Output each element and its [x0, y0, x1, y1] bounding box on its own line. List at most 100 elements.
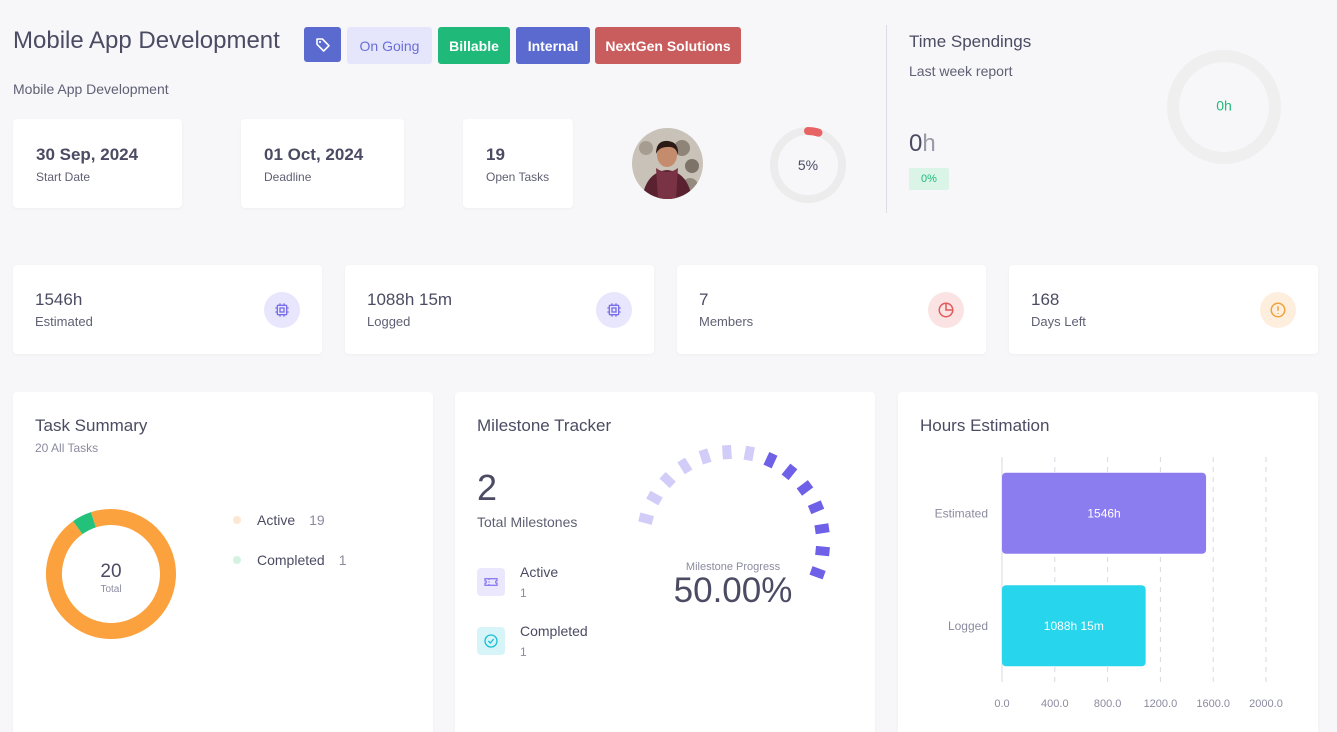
time-spendings-hours-unit: h: [922, 130, 936, 157]
legend-active-label: Active: [257, 512, 296, 528]
hours-chart: 1546h Estimated 1088h 15m Logged 0.0 400.0 80…: [935, 457, 1283, 710]
avatar[interactable]: [632, 128, 703, 199]
gauge-tick: [659, 472, 676, 489]
days-left-label: Days Left: [1031, 314, 1086, 329]
task-donut: 20 Total: [43, 506, 179, 642]
start-date-label: Start Date: [36, 170, 91, 184]
gauge-tick: [638, 512, 654, 525]
bar-logged[interactable]: [1002, 585, 1146, 667]
progress-arc: [770, 127, 846, 203]
donut-segment-completed[interactable]: [43, 506, 179, 642]
milestone-progress-value: 50.00%: [674, 571, 793, 610]
cpu-icon: [596, 292, 632, 328]
project-progress-ring: 5%: [770, 127, 846, 203]
deadline-label: Deadline: [264, 170, 312, 184]
category-label: Estimated: [935, 506, 988, 520]
alert-circle-icon: [1260, 292, 1296, 328]
time-spendings-title: Time Spendings: [909, 32, 1032, 51]
bar-value-label: 1546h: [1087, 506, 1120, 520]
open-tasks-card: 19 Open Tasks: [463, 119, 573, 208]
gauge-tick: [646, 490, 663, 506]
open-tasks-value: 19: [486, 145, 505, 164]
task-total-label: Total: [100, 584, 121, 595]
start-date-value: 30 Sep, 2024: [36, 145, 139, 164]
divider: [886, 25, 887, 213]
gauge-tick: [796, 480, 814, 496]
check-circle-icon: [477, 627, 505, 655]
internal-badge: Internal: [516, 27, 590, 64]
x-tick-label: 0.0: [994, 698, 1009, 710]
task-total-value: 20: [100, 561, 121, 582]
cpu-icon: [264, 292, 300, 328]
members-value: 7: [699, 290, 709, 309]
milestone-progress-label: Milestone Progress: [686, 561, 781, 573]
gauge-tick: [807, 500, 825, 515]
category-label: Logged: [948, 619, 988, 633]
time-spendings-percent-badge: 0%: [909, 168, 949, 190]
days-left-card: 168 Days Left: [1009, 265, 1318, 354]
estimated-label: Estimated: [35, 314, 93, 329]
gauge-tick: [815, 545, 830, 557]
legend-active: Active 19: [233, 512, 325, 528]
time-spendings-ring: 0h: [1167, 50, 1281, 164]
gauge-tick: [814, 523, 830, 535]
x-tick-label: 1200.0: [1144, 698, 1178, 710]
time-spendings-subtitle: Last week report: [909, 63, 1013, 79]
task-summary-subtitle: 20 All Tasks: [35, 441, 99, 455]
hours-estimation-panel: Hours Estimation 1546h Estimated 1088h 15m…: [898, 392, 1318, 732]
gauge-tick: [677, 457, 693, 475]
project-title: Mobile App Development: [13, 27, 280, 54]
gauge-tick: [743, 445, 755, 462]
legend-completed: Completed 1: [233, 552, 347, 568]
legend-completed-label: Completed: [257, 552, 325, 568]
deadline-card: 01 Oct, 2024 Deadline: [241, 119, 404, 208]
start-date-card: 30 Sep, 2024 Start Date: [13, 119, 182, 208]
milestone-completed-label: Completed: [520, 623, 588, 639]
pie-chart-icon: [928, 292, 964, 328]
milestone-total: 2: [477, 467, 498, 508]
estimated-card: 1546h Estimated: [13, 265, 322, 354]
milestone-gauge: Milestone Progress 50.00%: [638, 444, 830, 610]
logged-card: 1088h 15m Logged: [345, 265, 654, 354]
x-tick-label: 400.0: [1041, 698, 1069, 710]
open-tasks-label: Open Tasks: [486, 170, 550, 184]
milestone-title: Milestone Tracker: [477, 416, 612, 435]
gauge-tick: [763, 451, 778, 469]
ticket-icon: [477, 568, 505, 596]
milestone-active-label: Active: [520, 564, 559, 580]
days-left-value: 168: [1031, 290, 1060, 309]
gauge-tick: [698, 448, 712, 465]
legend-completed-count: 1: [338, 552, 347, 568]
deadline-value: 01 Oct, 2024: [264, 145, 364, 164]
legend-dot-completed: [233, 556, 241, 564]
estimated-value: 1546h: [35, 290, 83, 309]
logged-label: Logged: [367, 314, 411, 329]
gauge-tick: [722, 444, 732, 460]
milestone-active: Active 1: [477, 564, 558, 600]
logged-value: 1088h 15m: [367, 290, 453, 309]
members-card: 7 Members: [677, 265, 986, 354]
x-tick-label: 1600.0: [1196, 698, 1230, 710]
task-summary-title: Task Summary: [35, 416, 148, 435]
members-label: Members: [699, 314, 754, 329]
tags-icon[interactable]: [304, 27, 341, 62]
progress-label: 5%: [798, 157, 818, 173]
time-spendings-ring-label: 0h: [1216, 98, 1232, 114]
milestone-active-count: 1: [520, 586, 527, 600]
milestone-completed-count: 1: [520, 645, 527, 659]
time-spendings-hours-number: 0: [909, 130, 923, 157]
legend-active-count: 19: [309, 512, 325, 528]
bar-estimated[interactable]: [1002, 472, 1207, 554]
task-summary-panel: Task Summary 20 All Tasks 20 Total Activ…: [13, 392, 433, 732]
bar-value-label: 1088h 15m: [1044, 619, 1104, 633]
milestone-total-label: Total Milestones: [477, 514, 578, 530]
hours-estimation-title: Hours Estimation: [920, 416, 1050, 435]
project-subtitle: Mobile App Development: [13, 81, 169, 97]
milestone-completed: Completed 1: [477, 623, 588, 659]
legend-dot-active: [233, 516, 241, 524]
gauge-tick: [781, 463, 798, 481]
time-spendings-hours: 0h: [909, 130, 936, 158]
x-tick-label: 800.0: [1094, 698, 1122, 710]
milestone-panel: Milestone Tracker 2 Total Milestones Act…: [455, 392, 875, 732]
x-tick-label: 2000.0: [1249, 698, 1283, 710]
